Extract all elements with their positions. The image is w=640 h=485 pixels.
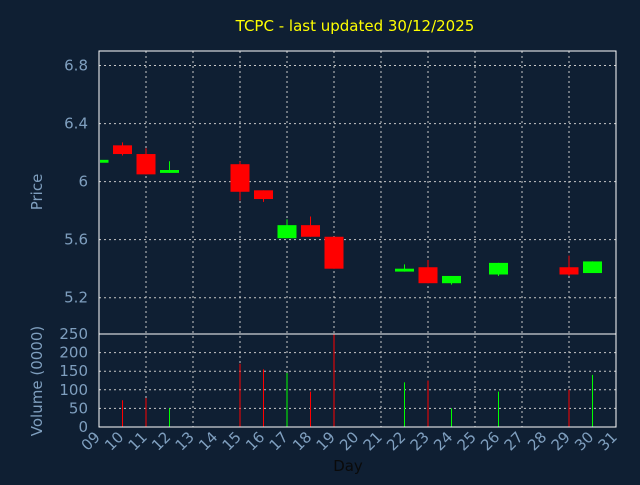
- volume-axis-label: Volume (0000): [28, 326, 46, 436]
- candles-layer: [98, 142, 602, 285]
- volume-bars-layer: [122, 334, 593, 427]
- x-tick-label: 20: [336, 428, 362, 454]
- candle-body: [254, 190, 273, 200]
- x-tick-label: 25: [454, 428, 480, 454]
- candle-body: [583, 261, 602, 274]
- volume-tick-label: 100: [59, 381, 88, 399]
- x-tick-label: 27: [501, 428, 527, 454]
- price-tick-label: 6.4: [64, 115, 88, 133]
- candle-body: [113, 145, 132, 155]
- price-tick-label: 6: [78, 173, 88, 191]
- candle-body: [418, 267, 438, 284]
- candle-body: [301, 225, 320, 237]
- x-tick-label: 22: [383, 428, 409, 454]
- x-tick-label: 14: [195, 428, 221, 454]
- candle-body: [136, 154, 156, 175]
- candle-body: [559, 267, 579, 275]
- x-tick-label: 16: [242, 428, 268, 454]
- x-tick-label: 21: [360, 428, 386, 454]
- price-grid: [99, 65, 616, 299]
- volume-tick-label: 250: [59, 325, 88, 343]
- volume-plot-border: [98, 333, 617, 428]
- price-plot-border: [98, 50, 617, 335]
- x-tick-label: 15: [219, 428, 245, 454]
- candle-body: [277, 225, 297, 239]
- candle-body: [230, 164, 250, 192]
- x-tick-label: 30: [571, 428, 597, 454]
- x-axis-label: Day: [333, 457, 363, 475]
- chart-title: TCPC - last updated 30/12/2025: [235, 17, 475, 35]
- x-tick-label: 23: [407, 428, 433, 454]
- x-tick-label: 18: [289, 428, 315, 454]
- price-axis-label: Price: [28, 174, 46, 211]
- candle-body: [160, 170, 179, 173]
- x-tick-label: 12: [148, 428, 174, 454]
- price-tick-label: 5.6: [64, 231, 88, 249]
- x-tick-label: 28: [524, 428, 550, 454]
- volume-tick-label: 0: [78, 418, 88, 436]
- volume-grid: [99, 352, 616, 409]
- price-tick-labels: 5.2 5.6 6 6.4 6.8: [64, 57, 88, 307]
- candle-body: [395, 268, 414, 272]
- candle-body: [489, 262, 508, 275]
- price-tick-label: 6.8: [64, 57, 88, 75]
- volume-tick-label: 150: [59, 362, 88, 380]
- x-tick-label: 24: [430, 428, 456, 454]
- x-tick-labels: 0910111213141516171819202122232425262728…: [78, 428, 621, 454]
- x-tick-label: 13: [172, 428, 198, 454]
- volume-tick-label: 50: [69, 399, 88, 417]
- x-tick-label: 19: [313, 428, 339, 454]
- candle-body: [324, 236, 344, 269]
- x-grid: [145, 51, 570, 427]
- x-tick-label: 26: [477, 428, 503, 454]
- price-tick-label: 5.2: [64, 289, 88, 307]
- x-tick-label: 10: [101, 428, 127, 454]
- x-tick-label: 29: [548, 428, 574, 454]
- volume-tick-label: 200: [59, 344, 88, 362]
- candle-body: [100, 159, 109, 163]
- x-tick-label: 17: [266, 428, 292, 454]
- x-tick-label: 31: [595, 428, 621, 454]
- candle-body: [442, 275, 461, 284]
- x-tick-label: 11: [125, 428, 151, 454]
